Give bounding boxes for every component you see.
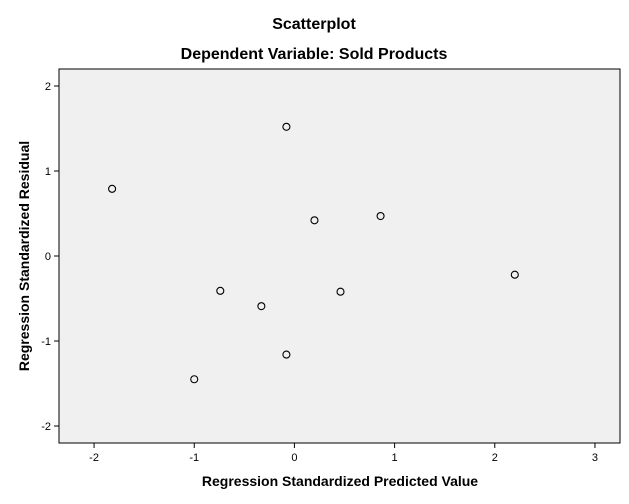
scatter-point — [510, 270, 519, 279]
scatter-point — [216, 286, 225, 295]
scatter-point — [257, 302, 266, 311]
scatter-point — [282, 350, 291, 359]
x-axis: -2 -1 0 1 2 3 — [89, 443, 598, 464]
y-axis-label: Regression Standardized Residual — [16, 141, 32, 371]
x-tick-label: 1 — [392, 452, 398, 464]
data-points — [108, 122, 519, 384]
scatter-point — [310, 216, 319, 225]
chart-subtitle: Dependent Variable: Sold Products — [181, 46, 448, 63]
x-tick-label: 3 — [592, 452, 598, 464]
chart-title: Scatterplot — [272, 16, 356, 33]
y-axis: -2 -1 0 1 2 — [41, 81, 59, 433]
scatter-point — [282, 122, 291, 131]
plot-area — [58, 68, 621, 444]
scatter-point — [108, 184, 117, 193]
y-tick-label: 2 — [45, 81, 51, 93]
y-tick-label: -1 — [41, 336, 51, 348]
y-tick-label: -2 — [41, 421, 51, 433]
x-tick-label: 0 — [291, 452, 297, 464]
scatter-point — [190, 375, 199, 384]
y-tick-label: 1 — [45, 166, 51, 178]
x-axis-label: Regression Standardized Predicted Value — [202, 473, 478, 489]
x-tick-label: 2 — [492, 452, 498, 464]
y-tick-label: 0 — [45, 251, 51, 263]
scatter-point — [376, 212, 385, 221]
scatter-point — [336, 287, 345, 296]
x-tick-label: -1 — [189, 452, 199, 464]
x-tick-label: -2 — [89, 452, 99, 464]
